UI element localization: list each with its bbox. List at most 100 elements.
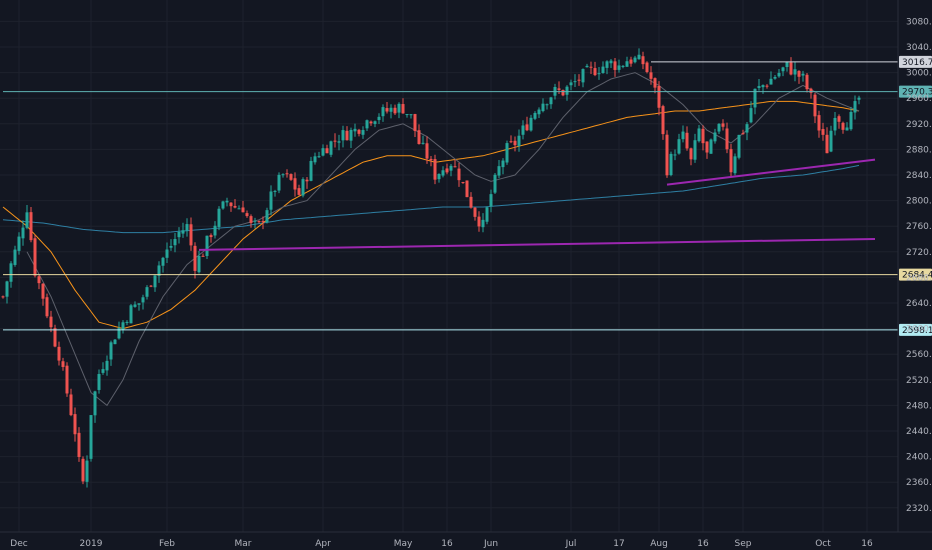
candle-body [185,224,189,231]
candle-body [705,141,709,153]
candle-body [821,129,825,135]
candle-body [805,74,809,90]
candle-body [321,148,325,156]
candle-body [349,129,353,141]
y-tick-label: 3040.0 [906,43,932,53]
candle-body [85,460,89,482]
candle-body [281,174,285,176]
candle-body [373,121,377,124]
candle-body [121,322,125,330]
candle-body [777,72,781,77]
candle-body [357,129,361,134]
candle-body [181,230,185,234]
candle-body [17,236,21,251]
candle-body [221,201,225,209]
candle-body [265,210,269,223]
candle-body [193,245,197,271]
candle-body [153,275,157,288]
candle-body [429,158,433,161]
candle-body [409,114,413,116]
candle-body [385,108,389,112]
candle-body [201,255,205,257]
candle-body [757,86,761,88]
candle-body [589,66,593,68]
price-badge [899,323,932,336]
candle-body [533,112,537,119]
candle-body [565,86,569,95]
candle-body [841,122,845,130]
price-badge [899,55,932,68]
candle-body [625,61,629,67]
candle-body [245,213,249,217]
grid-lines [0,0,898,532]
candle-body [217,208,221,227]
candle-body [845,127,849,131]
candle-body [81,458,85,482]
candle-body [833,117,837,131]
candle-body [125,321,129,323]
candle-body [793,69,797,75]
candle-body [721,123,725,127]
candle-body [621,65,625,67]
candle-body [693,140,697,160]
candle-body [361,130,365,135]
trendline [198,238,876,251]
candle-body [249,216,253,223]
candle-body [101,369,105,373]
price-badge [899,85,932,98]
candle-body [753,88,757,108]
candle-body [501,160,505,168]
candle-body [261,221,265,223]
candle-body [521,125,525,135]
y-tick-label: 2920.0 [906,120,932,130]
candle-body [397,103,401,113]
candle-body [69,394,73,416]
candle-body [657,85,661,108]
candle-body [469,196,473,208]
candle-body [513,140,517,146]
price-badge-label: 2684.4 [902,271,932,281]
candle-body [113,339,117,345]
candle-body [45,297,49,317]
candle-body [585,65,589,68]
candle-body [741,133,745,135]
candle-body [297,188,301,195]
candle-body [637,54,641,60]
candle-body [477,216,481,227]
x-tick-label: Jun [483,539,498,549]
candle-body [857,97,861,100]
x-tick-label: 17 [613,539,624,549]
candle-body [301,179,305,196]
candle-body [289,174,293,180]
candle-body [173,239,177,246]
candle-body [525,124,529,131]
candle-body [809,88,813,93]
candle-body [41,283,45,299]
candle-body [629,59,633,64]
candle-body [781,67,785,72]
candle-body [317,156,321,158]
candle-body [341,130,345,141]
candle-body [145,287,149,297]
y-tick-label: 2520.0 [906,376,932,386]
candle-body [421,142,425,144]
candle-body [9,263,13,282]
candle-body [177,231,181,238]
y-tick-label: 3080.0 [906,17,932,27]
x-tick-label: Dec [10,539,27,549]
candle-body [473,207,477,217]
candle-body [93,391,97,416]
candle-body [1,296,5,298]
y-tick-label: 2400.0 [906,453,932,463]
price-badge-label: 2598.1 [902,326,932,336]
candle-body [381,107,385,117]
candle-body [569,82,573,86]
y-tick-label: 2720.0 [906,248,932,258]
candle-body [541,103,545,112]
y-tick-label: 2680.0 [906,273,932,283]
trendline [666,158,876,186]
price-badge-label: 2970.3 [902,88,932,98]
candle-body [761,85,765,88]
